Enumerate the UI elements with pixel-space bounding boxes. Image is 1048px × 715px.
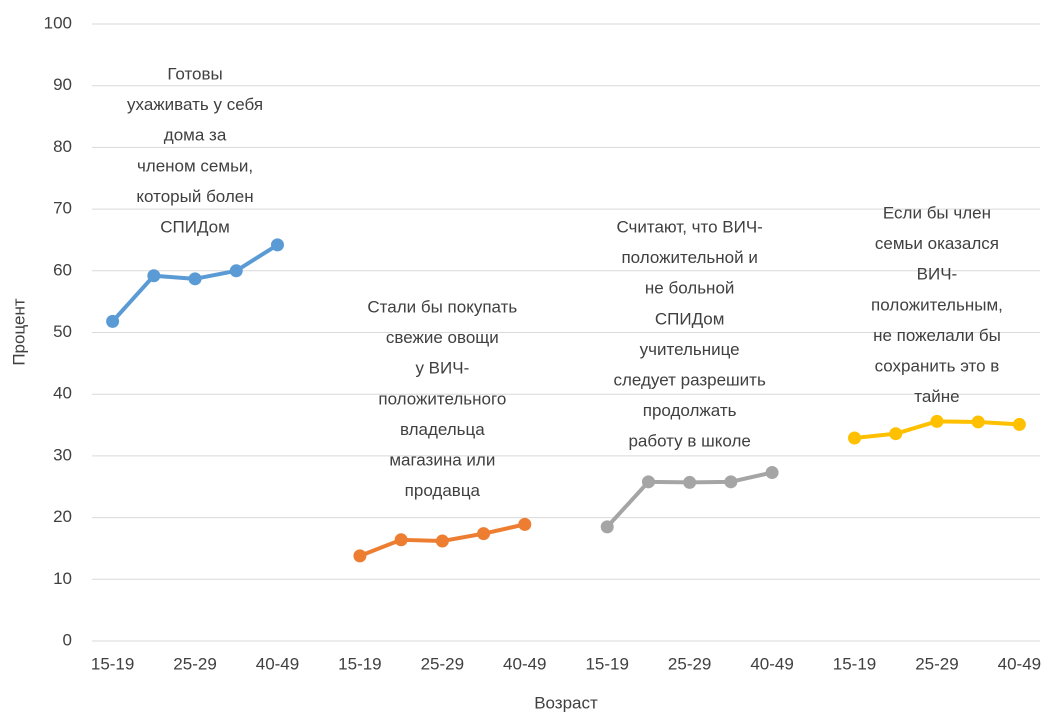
x-tick-label: 40-49: [256, 654, 299, 673]
y-axis-label: Процент: [9, 298, 28, 366]
data-point: [477, 527, 491, 541]
annotation: сохранить это в: [875, 356, 1000, 375]
annotation: СПИДом: [655, 309, 725, 328]
y-tick-label: 100: [44, 13, 72, 32]
annotation: ухаживать у себя: [127, 95, 263, 114]
x-tick-label: 25-29: [668, 654, 711, 673]
y-tick-label: 10: [53, 569, 72, 588]
annotation: который болен: [136, 187, 253, 206]
y-tick-label: 0: [63, 630, 72, 649]
x-tick-label: 15-19: [585, 654, 628, 673]
data-point: [435, 534, 449, 548]
y-tick-label: 50: [53, 322, 72, 341]
data-point: [394, 533, 408, 547]
annotation: положительного: [378, 389, 506, 408]
data-point: [106, 314, 120, 328]
data-point: [600, 520, 614, 534]
annotation: ВИЧ-: [917, 265, 958, 284]
y-tick-label: 60: [53, 260, 72, 279]
annotation: не пожелали бы: [873, 326, 1001, 345]
annotation: СПИДом: [160, 217, 230, 236]
annotation: владельца: [400, 420, 485, 439]
data-point: [930, 414, 944, 428]
annotation: дома за: [164, 126, 227, 145]
annotation: Готовы: [167, 64, 222, 83]
annotation: не больной: [645, 279, 735, 298]
annotation: Если бы член: [883, 203, 991, 222]
annotation: членом семьи,: [137, 156, 253, 175]
data-point: [765, 466, 779, 480]
x-tick-label: 40-49: [998, 654, 1041, 673]
data-point: [971, 415, 985, 429]
x-tick-label: 40-49: [750, 654, 793, 673]
x-tick-label: 25-29: [915, 654, 958, 673]
annotation: продолжать: [643, 401, 737, 420]
annotation: магазина или: [389, 450, 495, 469]
data-point: [518, 517, 532, 531]
data-point: [270, 238, 284, 252]
y-tick-label: 20: [53, 507, 72, 526]
data-point: [147, 269, 161, 283]
data-point: [848, 431, 862, 445]
data-point: [229, 264, 243, 278]
y-tick-label: 90: [53, 75, 72, 94]
x-axis-label: Возраст: [534, 693, 598, 712]
annotation: семьи оказался: [875, 234, 999, 253]
annotation: продавца: [405, 481, 481, 500]
annotation: Считают, что ВИЧ-: [616, 217, 762, 236]
x-tick-label: 25-29: [421, 654, 464, 673]
annotation: положительной и: [621, 248, 757, 267]
data-point: [683, 475, 697, 489]
annotation: работу в школе: [628, 432, 750, 451]
data-point: [641, 475, 655, 489]
annotation: учительнице: [640, 340, 740, 359]
x-tick-label: 15-19: [338, 654, 381, 673]
data-point: [353, 549, 367, 563]
data-point: [724, 475, 738, 489]
x-tick-label: 25-29: [173, 654, 216, 673]
data-point: [1012, 417, 1026, 431]
annotation: Стали бы покупать: [367, 297, 517, 316]
annotation: у ВИЧ-: [415, 359, 469, 378]
annotation: следует разрешить: [613, 370, 765, 389]
data-point: [188, 272, 202, 286]
y-tick-label: 80: [53, 137, 72, 156]
annotation: тайне: [914, 387, 959, 406]
y-tick-label: 40: [53, 384, 72, 403]
annotation: положительным,: [871, 295, 1003, 314]
annotation: свежие овощи: [386, 328, 499, 347]
x-tick-label: 40-49: [503, 654, 546, 673]
x-tick-label: 15-19: [91, 654, 134, 673]
x-tick-label: 15-19: [833, 654, 876, 673]
y-tick-label: 70: [53, 199, 72, 218]
y-tick-label: 30: [53, 445, 72, 464]
data-point: [889, 427, 903, 441]
